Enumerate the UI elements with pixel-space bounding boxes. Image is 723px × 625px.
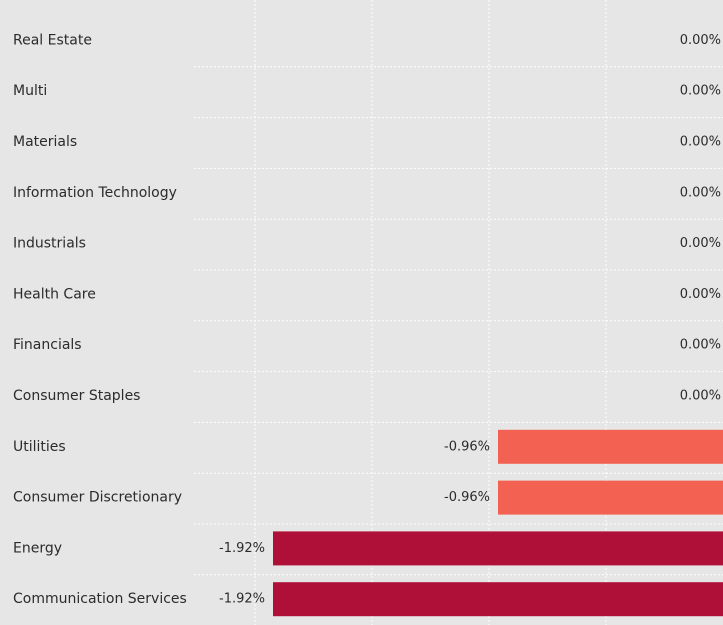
value-label: 0.00% — [680, 389, 721, 404]
bar — [498, 429, 723, 464]
bar — [273, 582, 723, 617]
value-label: 0.00% — [680, 338, 721, 353]
labels: Real Estate 0.00% Multi 0.00% Materials 0.00%… — [13, 32, 721, 607]
value-label: 0.00% — [680, 33, 721, 48]
value-label: 0.00% — [680, 185, 721, 200]
category-label: Financials — [13, 337, 82, 353]
category-label: Health Care — [13, 286, 96, 302]
value-label: 0.00% — [680, 135, 721, 150]
category-label: Consumer Discretionary — [13, 490, 182, 506]
category-label: Industrials — [13, 236, 86, 252]
value-label: 0.00% — [680, 84, 721, 99]
category-label: Materials — [13, 134, 77, 150]
value-label: -1.92% — [219, 592, 265, 607]
value-label: 0.00% — [680, 236, 721, 251]
bar — [498, 480, 723, 515]
bars — [273, 429, 723, 617]
category-label: Communication Services — [13, 591, 187, 607]
category-label: Energy — [13, 540, 62, 556]
bar — [273, 531, 723, 566]
category-label: Real Estate — [13, 32, 92, 48]
value-label: -0.96% — [444, 439, 490, 454]
value-label: 0.00% — [680, 287, 721, 302]
category-label: Information Technology — [13, 185, 177, 201]
value-label: -1.92% — [219, 541, 265, 556]
category-label: Multi — [13, 83, 47, 99]
grid-lines — [194, 0, 723, 625]
value-label: -0.96% — [444, 490, 490, 505]
category-label: Utilities — [13, 439, 66, 455]
category-label: Consumer Staples — [13, 388, 140, 404]
